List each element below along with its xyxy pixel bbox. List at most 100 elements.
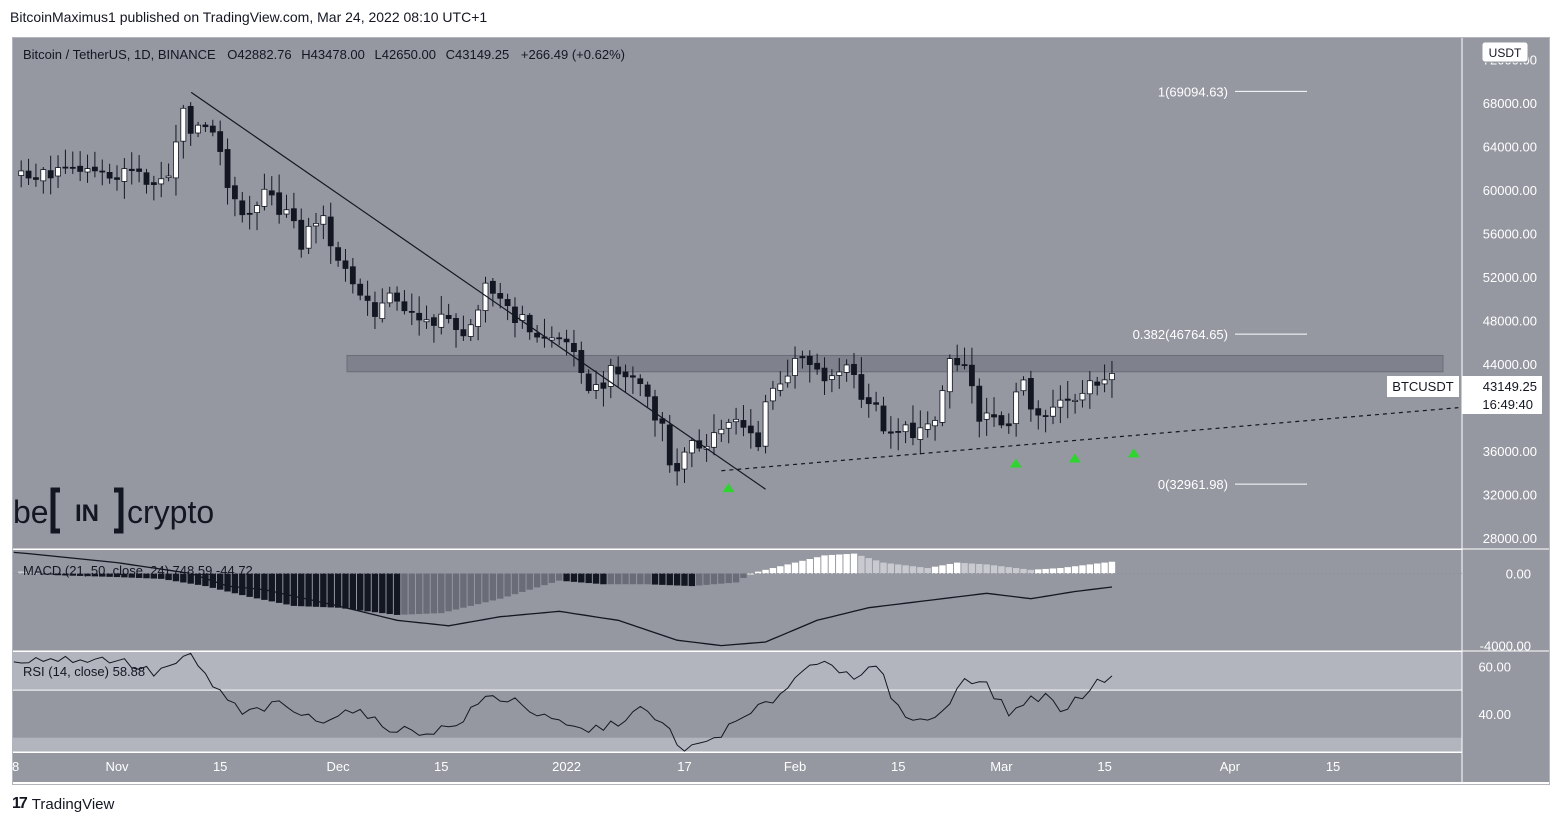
macd-histogram-bar bbox=[990, 565, 998, 574]
price-tick-label: 56000.00 bbox=[1483, 227, 1537, 242]
support-marker-2 bbox=[1010, 458, 1023, 468]
macd-histogram-bar bbox=[659, 573, 666, 585]
candle bbox=[283, 209, 290, 215]
candle bbox=[290, 208, 297, 222]
macd-histogram-bar bbox=[25, 572, 32, 574]
candle bbox=[821, 367, 828, 382]
support-marker-1 bbox=[722, 483, 735, 493]
candle bbox=[659, 418, 666, 424]
legend-high: 43478.00 bbox=[311, 47, 365, 62]
candle bbox=[1020, 379, 1027, 392]
candle bbox=[851, 363, 857, 375]
candle bbox=[173, 141, 179, 179]
macd-histogram-bar bbox=[305, 573, 312, 607]
candle bbox=[954, 358, 961, 366]
macd-line bbox=[13, 551, 1113, 647]
candle bbox=[84, 168, 91, 173]
macd-histogram-bar bbox=[813, 557, 821, 574]
candle bbox=[1079, 392, 1086, 401]
candle bbox=[563, 338, 570, 343]
macd-histogram-bar bbox=[143, 573, 150, 579]
candle bbox=[666, 424, 673, 466]
macd-histogram-bar bbox=[76, 573, 84, 576]
candle bbox=[836, 371, 843, 376]
candle bbox=[364, 295, 371, 301]
macd-histogram-bar bbox=[533, 573, 541, 588]
macd-histogram-bar bbox=[224, 573, 231, 592]
footer-brand[interactable]: TradingView bbox=[31, 795, 115, 813]
time-tick-label: 15 bbox=[1326, 759, 1340, 774]
macd-histogram-bar bbox=[895, 564, 902, 574]
macd-histogram-bar bbox=[32, 572, 40, 574]
macd-histogram-bar bbox=[836, 554, 843, 574]
macd-histogram-bar bbox=[629, 573, 637, 585]
macd-histogram-bar bbox=[946, 563, 954, 574]
candle bbox=[932, 420, 938, 427]
candle bbox=[497, 293, 504, 299]
price-tick-label: 36000.00 bbox=[1483, 444, 1537, 459]
legend-high-label: H bbox=[301, 47, 310, 62]
candle bbox=[372, 302, 378, 317]
candle bbox=[150, 182, 157, 185]
candle bbox=[254, 205, 260, 214]
candle bbox=[740, 420, 747, 428]
macd-histogram-bar bbox=[681, 573, 688, 586]
candle bbox=[195, 124, 201, 134]
macd-histogram-bar bbox=[902, 565, 909, 574]
macd-histogram-bar bbox=[703, 573, 710, 585]
macd-histogram-bar bbox=[880, 562, 887, 574]
macd-histogram-bar bbox=[850, 553, 858, 574]
macd-histogram-bar bbox=[349, 573, 357, 610]
macd-histogram-bar bbox=[401, 573, 408, 615]
macd-histogram-bar bbox=[548, 573, 556, 583]
macd-histogram-bar bbox=[887, 563, 895, 574]
candle bbox=[180, 107, 187, 142]
macd-histogram-bar bbox=[312, 573, 320, 607]
candle bbox=[416, 312, 423, 321]
candle bbox=[571, 342, 577, 353]
candle bbox=[998, 415, 1005, 426]
candle bbox=[62, 166, 69, 169]
macd-histogram-bar bbox=[1094, 563, 1101, 574]
descending-trendline bbox=[190, 91, 766, 490]
candle bbox=[762, 401, 769, 447]
macd-histogram-bar bbox=[754, 571, 762, 574]
macd-histogram-bar bbox=[725, 573, 732, 584]
candle bbox=[165, 175, 172, 179]
candle bbox=[313, 222, 319, 227]
macd-histogram-bar bbox=[696, 573, 703, 586]
chart-frame[interactable] bbox=[12, 37, 1550, 785]
macd-histogram-bar bbox=[688, 573, 696, 587]
macd-histogram-bar bbox=[415, 573, 423, 615]
candle bbox=[674, 463, 681, 472]
legend-open-label: O bbox=[227, 47, 237, 62]
candle bbox=[453, 318, 459, 330]
candle bbox=[143, 172, 150, 185]
macd-histogram-bar bbox=[1086, 564, 1094, 574]
macd-histogram-bar bbox=[239, 573, 246, 596]
candle bbox=[873, 402, 880, 405]
time-tick-label: 8 bbox=[12, 759, 19, 774]
macd-histogram-bar bbox=[283, 573, 290, 605]
candle bbox=[946, 358, 953, 393]
time-tick-label: 2022 bbox=[552, 759, 581, 774]
candle bbox=[747, 425, 754, 434]
tradingview-logo-icon: 17 bbox=[12, 795, 28, 812]
macd-tick-label: 0.00 bbox=[1506, 566, 1531, 581]
macd-histogram-bar bbox=[334, 573, 342, 608]
macd-histogram-bar bbox=[327, 573, 334, 608]
macd-histogram-bar bbox=[998, 566, 1005, 574]
time-axis-pane bbox=[13, 753, 1462, 782]
candle bbox=[688, 440, 695, 454]
candle bbox=[1109, 373, 1115, 381]
candle bbox=[1005, 423, 1012, 427]
macd-histogram-bar bbox=[62, 573, 69, 576]
price-tick-label: 64000.00 bbox=[1483, 140, 1537, 155]
time-tick-label: 17 bbox=[677, 759, 691, 774]
candle bbox=[327, 216, 334, 247]
candle bbox=[40, 169, 47, 182]
currency-badge[interactable] bbox=[1481, 41, 1529, 63]
candle bbox=[128, 168, 135, 172]
candle bbox=[445, 315, 452, 319]
